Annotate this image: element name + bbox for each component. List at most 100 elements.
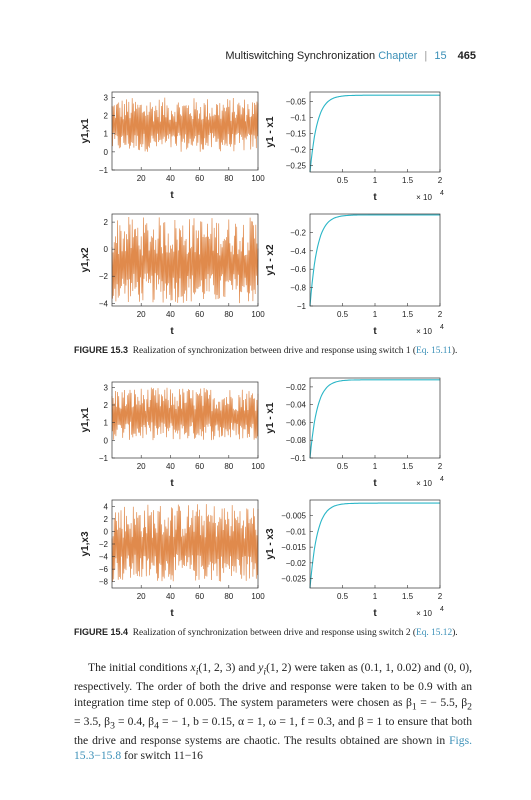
- y-tick-label: 2: [104, 112, 109, 121]
- y-tick-label: −0.02: [286, 559, 307, 568]
- y-tick-label: 2: [104, 218, 109, 227]
- x-scale-label: × 10: [416, 609, 432, 618]
- text-run: (1, 2, 3) and: [198, 661, 259, 674]
- header-title: Multiswitching Synchronization: [225, 50, 376, 62]
- y-axis-label: y1,x1: [80, 407, 91, 432]
- x-tick-label: 80: [224, 174, 233, 183]
- y-tick-label: 3: [104, 93, 109, 102]
- running-header: Multiswitching Synchronization Chapter |…: [225, 50, 476, 62]
- y-tick-label: −0.15: [286, 130, 307, 139]
- x-axis-label: t: [373, 326, 377, 337]
- x-tick-label: 2: [438, 462, 443, 471]
- y-tick-label: −0.25: [286, 162, 307, 171]
- y-tick-label: −0.2: [290, 228, 306, 237]
- y-tick-label: −0.1: [290, 454, 306, 463]
- x-tick-label: 1: [373, 310, 378, 319]
- x-tick-label: 0.5: [337, 176, 349, 185]
- text-run: (1, 2) were taken as (0.1, 1, 0.02) and …: [74, 661, 472, 709]
- text-run: = − 1, b = 0.15, α = 1, ω = 1, f = 0.3, …: [74, 714, 473, 748]
- series-line: [309, 379, 440, 459]
- x-scale-exponent: 4: [440, 476, 444, 483]
- text-run: 1: [411, 700, 417, 712]
- figures-link[interactable]: Figs. 15.3−15.8: [74, 734, 472, 763]
- x-tick-label: 0.5: [337, 310, 349, 319]
- header-chapter: Chapter: [378, 50, 418, 62]
- x-tick-label: 1.5: [402, 176, 414, 185]
- x-scale-exponent: 4: [440, 324, 444, 331]
- y-tick-label: −1: [297, 302, 307, 311]
- x-axis-label: t: [170, 326, 174, 337]
- text-run: = 3.5, β: [74, 714, 111, 728]
- y-axis-label: y1 - x2: [265, 244, 276, 276]
- x-tick-label: 60: [195, 592, 204, 601]
- x-tick-label: 1.5: [402, 462, 414, 471]
- y-tick-label: 0: [104, 245, 109, 254]
- caption-close: ).: [452, 628, 458, 638]
- y-tick-label: −0.025: [281, 575, 306, 584]
- y-tick-label: −0.6: [290, 265, 306, 274]
- x-tick-label: 100: [251, 174, 265, 183]
- plot-frame: [111, 213, 259, 307]
- y-tick-label: −1: [99, 454, 109, 463]
- x-tick-label: 2: [438, 176, 443, 185]
- text-run: i: [263, 666, 267, 678]
- x-tick-label: 20: [137, 174, 146, 183]
- figure-label: FIGURE 15.4: [74, 627, 129, 637]
- x-scale-label: × 10: [416, 479, 432, 488]
- x-tick-label: 60: [195, 462, 204, 471]
- y-tick-label: 1: [104, 419, 109, 428]
- figure-label: FIGURE 15.3: [74, 345, 129, 355]
- y-tick-label: −0.8: [290, 284, 306, 293]
- x-tick-label: 40: [166, 174, 175, 183]
- series-line: [111, 387, 259, 441]
- x-axis-label: t: [170, 608, 174, 619]
- x-scale-exponent: 4: [440, 190, 444, 197]
- x-tick-label: 2: [438, 592, 443, 601]
- y-tick-label: −0.04: [286, 401, 307, 410]
- y-axis-label: y1 - x1: [265, 116, 276, 148]
- y-tick-label: 4: [104, 502, 109, 511]
- header-chapter-number: 15: [434, 50, 447, 62]
- y-tick-label: −0.01: [286, 527, 307, 536]
- y-tick-label: −0.1: [290, 114, 306, 123]
- y-tick-label: 2: [104, 515, 109, 524]
- y-tick-label: −4: [99, 299, 109, 308]
- equation-link[interactable]: Eq. 15.12: [415, 628, 453, 638]
- text-run: 3: [110, 720, 115, 732]
- x-scale-exponent: 4: [440, 606, 444, 613]
- y-tick-label: −0.005: [281, 512, 306, 521]
- y-tick-label: −6: [99, 565, 109, 574]
- y-tick-label: −0.4: [290, 247, 306, 256]
- y-tick-label: −2: [99, 272, 109, 281]
- x-tick-label: 80: [224, 592, 233, 601]
- x-tick-label: 40: [166, 462, 175, 471]
- text-run: = 0.4, β: [114, 714, 155, 728]
- figure-caption-15-4: FIGURE 15.4 Realization of synchronizati…: [74, 626, 474, 639]
- text-run: y: [258, 661, 264, 674]
- y-tick-label: −0.08: [286, 436, 307, 445]
- y-tick-label: 1: [104, 130, 109, 139]
- plot-frame: [309, 213, 441, 307]
- plot-frame: [111, 381, 259, 459]
- series-line: [309, 214, 440, 307]
- text-run: 4: [154, 720, 159, 732]
- x-tick-label: 0.5: [337, 592, 349, 601]
- y-tick-label: −4: [99, 553, 109, 562]
- x-scale-label: × 10: [416, 193, 432, 202]
- body-paragraph: The initial conditions xi(1, 2, 3) and y…: [74, 660, 472, 764]
- x-tick-label: 1: [373, 462, 378, 471]
- y-tick-label: −1: [99, 166, 109, 175]
- x-tick-label: 100: [251, 310, 265, 319]
- caption-close: ).: [451, 346, 458, 356]
- y-axis-label: y1,x3: [80, 531, 91, 556]
- caption-text: Realization of synchronization between d…: [132, 628, 416, 638]
- x-tick-label: 1.5: [402, 310, 414, 319]
- x-tick-label: 60: [195, 310, 204, 319]
- text-run: 2: [467, 700, 472, 712]
- y-tick-label: −2: [99, 540, 109, 549]
- figure-caption-15-3: FIGURE 15.3 Realization of synchronizati…: [74, 344, 474, 357]
- text-run: The initial conditions: [88, 661, 191, 674]
- caption-text: Realization of synchronization between d…: [132, 346, 416, 356]
- figure-plots: 20 40 60 80 100 −1 0 1 2 3 t y1,x1 0.5 1 1.5 2 −0.25 −0.2…: [80, 91, 444, 619]
- equation-link[interactable]: Eq. 15.11: [415, 346, 452, 356]
